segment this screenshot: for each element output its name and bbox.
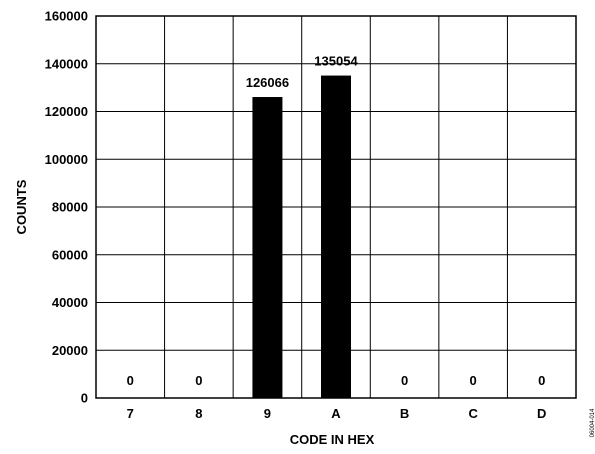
plot-border — [95, 15, 577, 399]
y-tick-label: 40000 — [52, 295, 88, 310]
data-label-7: 0 — [127, 373, 134, 388]
data-label-C: 0 — [470, 373, 477, 388]
x-tick-label: C — [468, 406, 478, 421]
x-tick-label: 9 — [264, 406, 271, 421]
x-tick-label: A — [331, 406, 341, 421]
plot-frame — [95, 15, 577, 399]
y-tick-label: 60000 — [52, 247, 88, 262]
y-tick-label: 20000 — [52, 343, 88, 358]
bar-9 — [252, 97, 283, 398]
figure-number: 06004-014 — [590, 408, 595, 437]
y-tick-label: 120000 — [45, 104, 88, 119]
x-tick-labels: 7 8 9 A B C D — [127, 406, 547, 421]
y-tick-label: 160000 — [45, 9, 88, 24]
y-axis-title: COUNTS — [14, 179, 29, 234]
y-tick-label: 0 — [81, 391, 88, 406]
y-tick-label: 140000 — [45, 56, 88, 71]
data-label-B: 0 — [401, 373, 408, 388]
y-tick-labels: 0 20000 40000 60000 80000 100000 120000 140000 1… — [45, 9, 88, 406]
data-label-8: 0 — [195, 373, 202, 388]
data-label-D: 0 — [538, 373, 545, 388]
bars — [252, 75, 351, 398]
x-tick-label: 7 — [127, 406, 134, 421]
bar-A — [321, 75, 351, 398]
data-label-A: 135054 — [314, 54, 358, 69]
x-axis-title: CODE IN HEX — [290, 432, 375, 447]
data-label-9: 126066 — [246, 75, 289, 90]
x-tick-label: D — [537, 406, 546, 421]
data-labels: 0 0 126066 135054 0 0 0 — [127, 54, 546, 388]
y-tick-label: 100000 — [45, 152, 88, 167]
y-tick-label: 80000 — [52, 200, 88, 215]
x-tick-label: B — [400, 406, 409, 421]
x-tick-label: 8 — [195, 406, 202, 421]
